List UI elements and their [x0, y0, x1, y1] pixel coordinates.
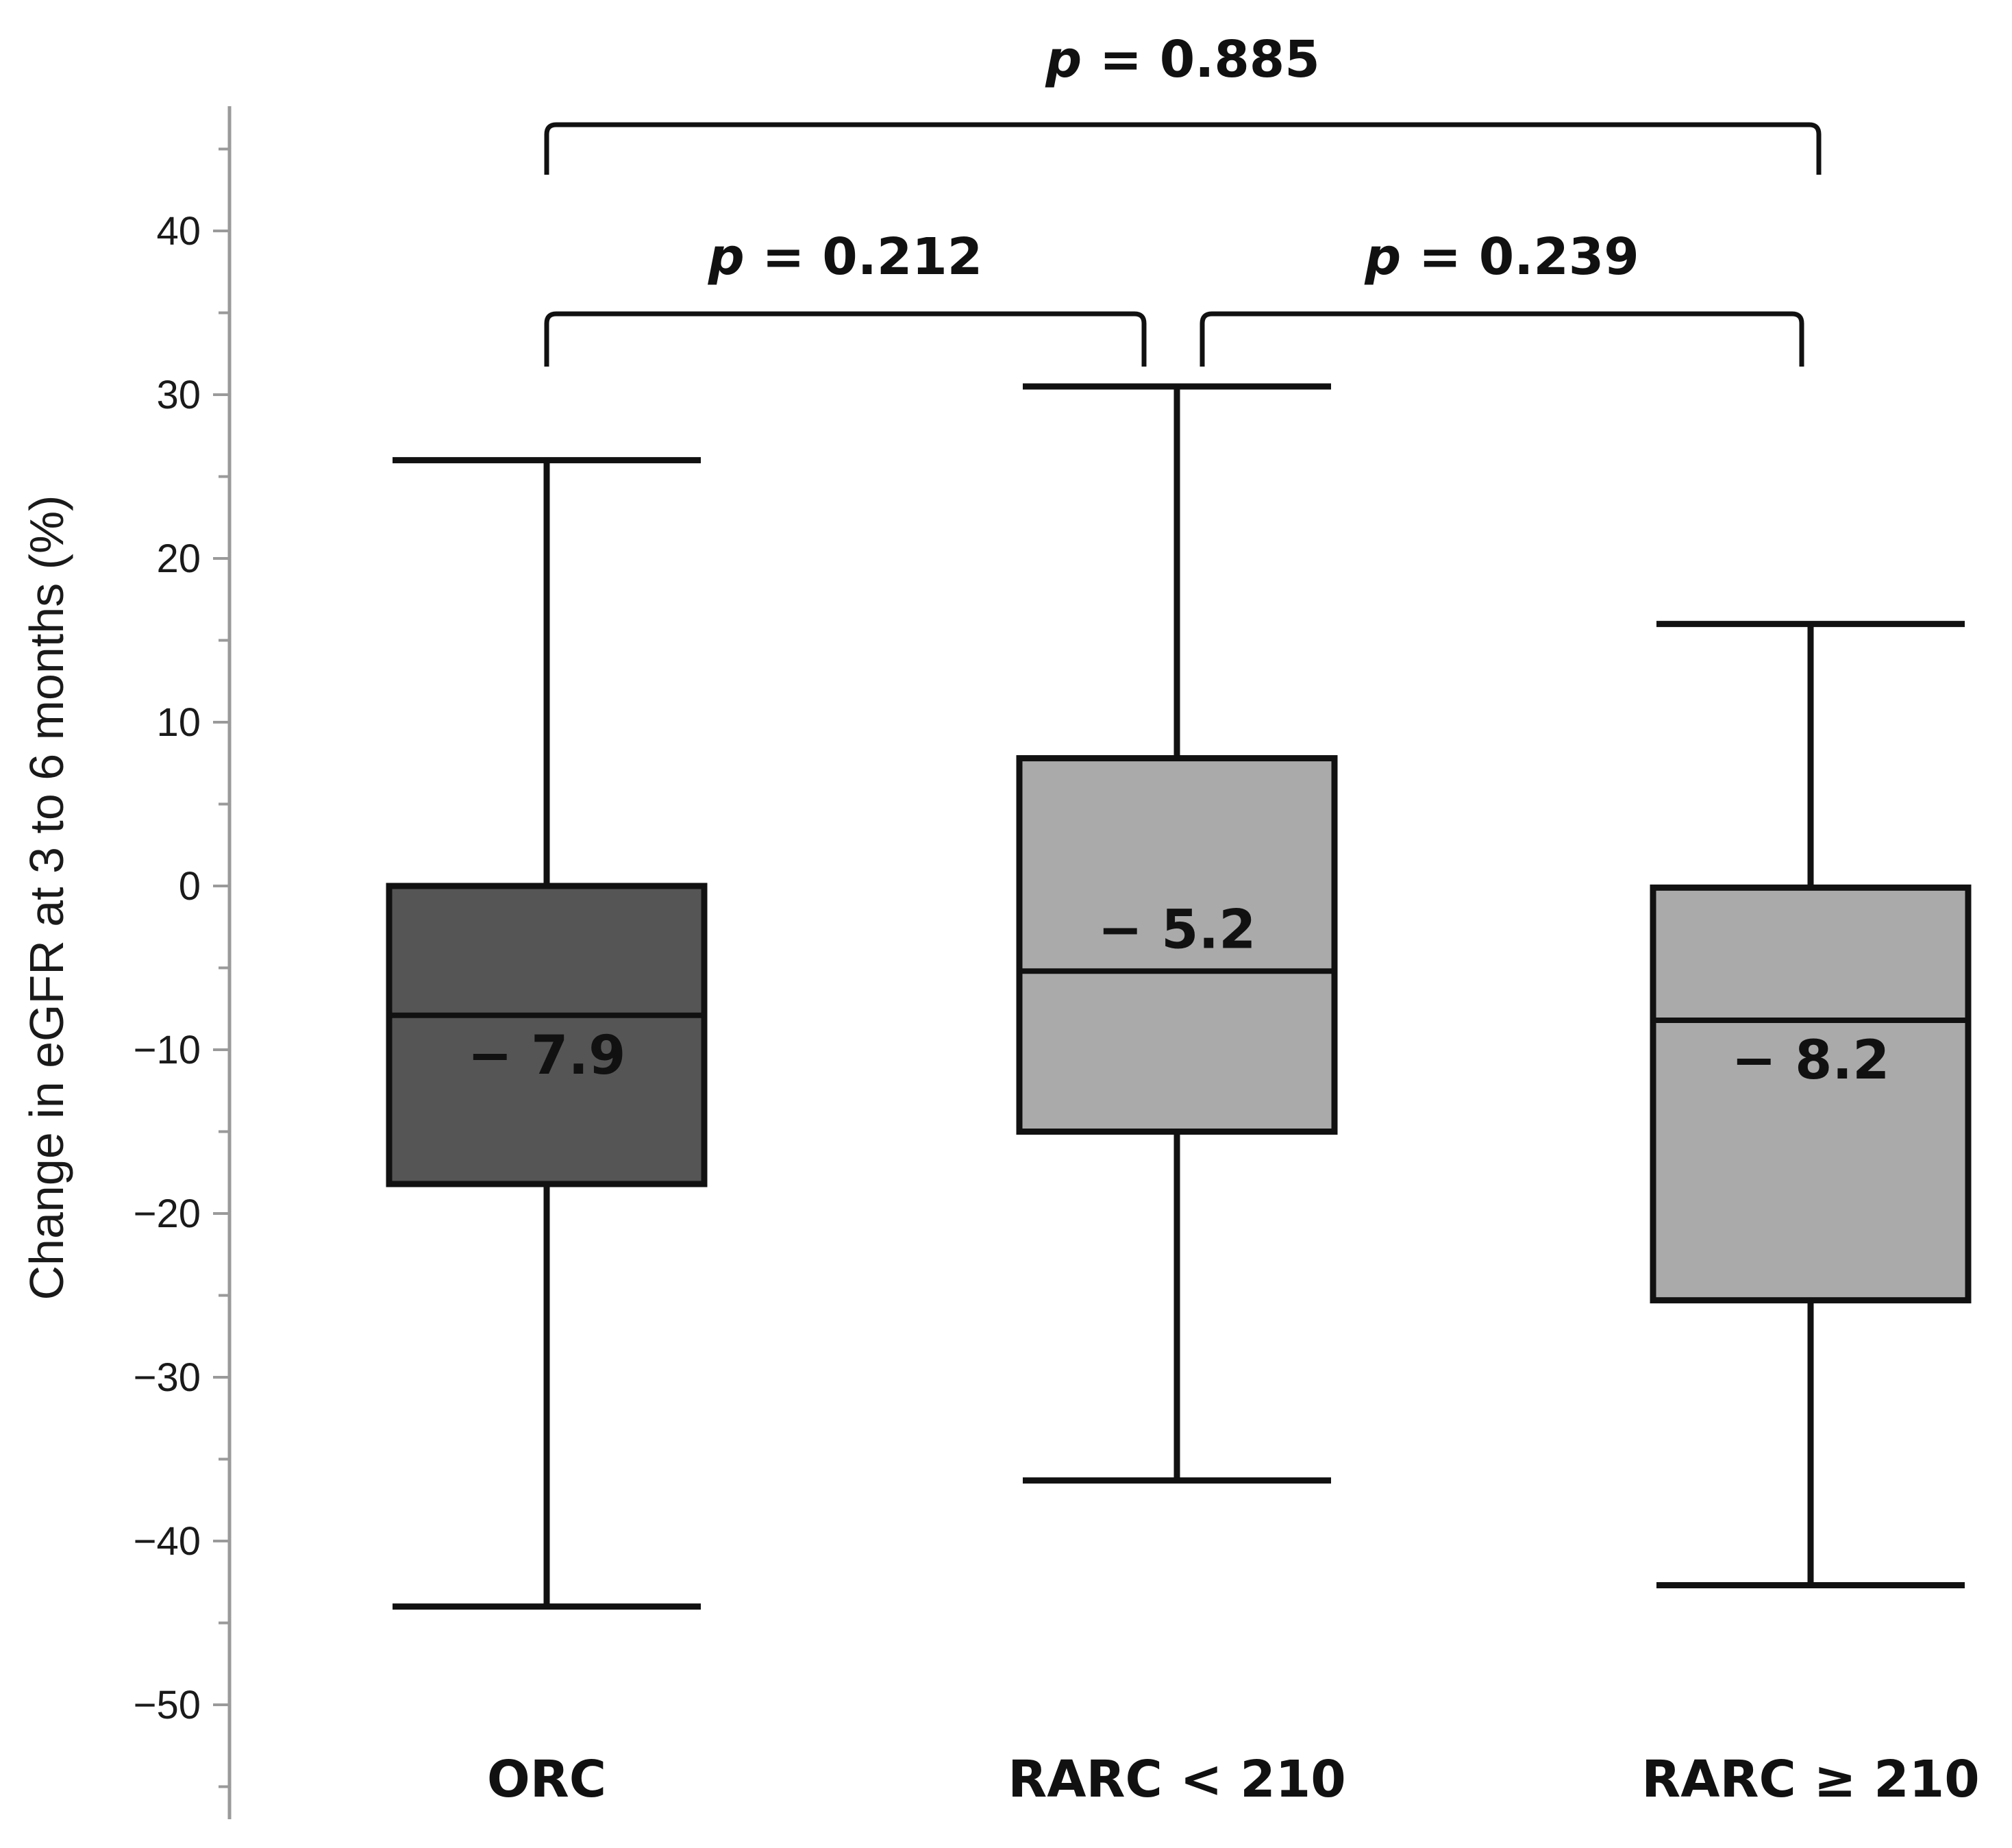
median-label: − 5.2 [1098, 899, 1256, 961]
y-axis-title: Change in eGFR at 3 to 6 months (%) [20, 495, 73, 1301]
y-tick-label: −20 [134, 1192, 201, 1236]
y-tick-label: 0 [179, 864, 201, 909]
p-value-label: p = 0.212 [708, 227, 983, 286]
bracket [544, 122, 1822, 175]
median-label: − 8.2 [1732, 1030, 1890, 1092]
p-value-text: = 0.239 [1401, 227, 1639, 286]
iqr-box [1650, 884, 1972, 1304]
comparison-2: p = 0.239 [1200, 227, 1804, 367]
bracket [1200, 311, 1804, 367]
boxes: − 7.9 − 5.2 − 8.2 [386, 383, 1972, 1610]
median-label: − 7.9 [468, 1025, 626, 1087]
p-symbol: p [708, 227, 745, 286]
category-labels: ORC RARC < 210 RARC ≥ 210 [487, 1750, 1980, 1809]
y-tick-label: −40 [134, 1519, 201, 1564]
p-value-label: p = 0.885 [1045, 30, 1320, 89]
y-axis-ticks: 40 30 20 10 0 −10 −20 −30 −40 −50 [134, 147, 229, 1788]
y-tick-label: 30 [156, 373, 201, 417]
iqr-box [1016, 755, 1338, 1135]
p-symbol: p [1045, 30, 1082, 89]
comparison-0: p = 0.885 [544, 30, 1822, 175]
p-value-label: p = 0.239 [1364, 227, 1639, 286]
box-0: − 7.9 [386, 457, 708, 1610]
y-tick-label: −10 [134, 1028, 201, 1072]
category-label: RARC ≥ 210 [1641, 1750, 1980, 1809]
box-1: − 5.2 [1016, 383, 1338, 1484]
y-tick-label: 10 [156, 700, 201, 745]
p-value-text: = 0.212 [745, 227, 983, 286]
box-2: − 8.2 [1650, 621, 1972, 1589]
y-tick-label: −50 [134, 1683, 201, 1727]
comparison-1: p = 0.212 [544, 227, 1147, 367]
category-label: RARC < 210 [1008, 1750, 1346, 1809]
p-symbol: p [1364, 227, 1401, 286]
y-tick-label: −30 [134, 1355, 201, 1400]
category-label: ORC [487, 1750, 606, 1809]
y-tick-label: 20 [156, 537, 201, 581]
p-value-text: = 0.885 [1082, 30, 1320, 89]
bracket [544, 311, 1147, 367]
y-tick-label: 40 [156, 209, 201, 254]
iqr-box [386, 883, 708, 1187]
